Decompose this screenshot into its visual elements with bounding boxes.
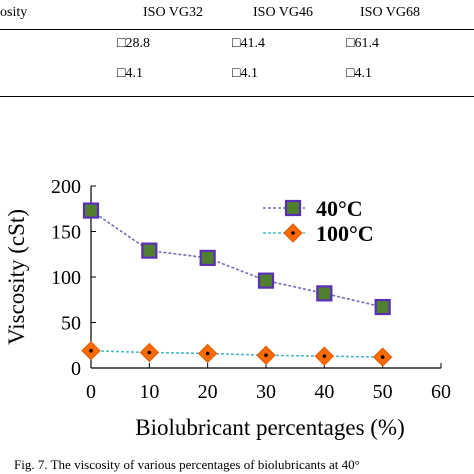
y-tick-label: 150 <box>51 222 81 244</box>
table-cell: □4.1 <box>117 66 143 81</box>
y-tick-label: 0 <box>71 358 81 380</box>
table-cell: □28.8 <box>117 36 150 51</box>
data-point-40c <box>141 242 158 259</box>
figure-caption: Fig. 7. The viscosity of various percent… <box>14 457 360 472</box>
table-rule <box>0 29 474 30</box>
table-header-cell: ISO VG68 <box>360 5 421 20</box>
table-cell: □61.4 <box>346 36 379 51</box>
legend-label: 40°C <box>316 196 363 221</box>
y-tick-label: 50 <box>61 313 81 335</box>
x-tick-label: 60 <box>431 381 451 403</box>
data-point-100c-center <box>322 354 327 358</box>
data-point-40c <box>82 202 100 219</box>
data-point-40c <box>374 298 391 316</box>
y-tick-label: 100 <box>51 267 81 289</box>
series-line-100c <box>90 349 383 358</box>
table-cell: □41.4 <box>232 36 265 51</box>
x-tick-label: 30 <box>256 381 276 403</box>
y-tick-label: 200 <box>51 176 81 198</box>
data-point-40c <box>257 272 275 289</box>
table-header-cell: ISO VG46 <box>253 5 314 20</box>
data-point-100c-center <box>380 355 385 359</box>
table-bottom-rule <box>0 96 474 97</box>
data-point-100c-center <box>205 351 210 356</box>
x-axis-label: Biolubricant percentages (%) <box>135 415 405 440</box>
x-tick-label: 10 <box>139 381 159 403</box>
table-cell: □4.1 <box>346 66 372 81</box>
data-point-100c-center <box>264 353 268 358</box>
x-tick-label: 40 <box>314 381 334 403</box>
legend-label: 100°C <box>316 221 374 246</box>
legend-marker <box>284 199 302 217</box>
table-cell: □4.1 <box>232 66 258 81</box>
y-axis-label: Viscosity (cSt) <box>4 209 29 345</box>
data-point-100c-center <box>147 350 152 355</box>
viscosity-chart: 0 50 100 150 200 0 10 20 30 40 50 60 Biolubricant pe… <box>4 176 451 440</box>
x-tick-label: 50 <box>373 381 393 403</box>
x-tick-label: 20 <box>198 381 218 403</box>
legend-marker-center <box>291 231 295 235</box>
table-header-cell: ISO VG32 <box>143 5 204 20</box>
data-point-100c-center <box>89 348 93 353</box>
data-point-40c <box>316 285 333 302</box>
series-line-40c <box>90 209 383 308</box>
x-tick-label: 0 <box>86 381 96 403</box>
data-point-40c <box>199 249 216 266</box>
table-header-cell: osity <box>0 5 28 20</box>
